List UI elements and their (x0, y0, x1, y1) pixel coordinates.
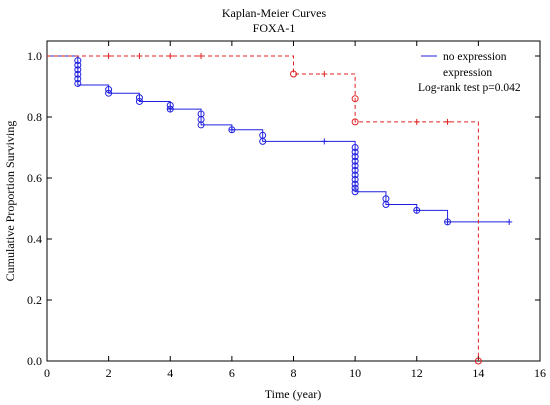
x-tick-label: 8 (291, 366, 297, 380)
chart-subtitle: FOXA-1 (253, 21, 296, 35)
survival-curve-expression (47, 55, 479, 361)
event-marker-no-expression (351, 171, 359, 179)
event-marker-no-expression (351, 176, 359, 184)
event-marker-no-expression (197, 110, 205, 118)
x-tick-label: 14 (472, 366, 484, 380)
series-layer (47, 53, 513, 365)
censor-marker-no-expression (506, 218, 513, 225)
event-marker-no-expression (351, 184, 359, 192)
y-axis-label: Cumulative Proportion Surviving (3, 121, 17, 282)
y-tick-label: 0.6 (27, 171, 42, 185)
x-tick-label: 12 (411, 366, 423, 380)
event-marker-no-expression (259, 137, 267, 145)
x-tick-label: 10 (349, 366, 361, 380)
y-tick-label: 0.0 (27, 354, 42, 368)
censor-marker-no-expression (321, 138, 328, 145)
event-marker-no-expression (74, 75, 82, 83)
x-tick-label: 2 (106, 366, 112, 380)
event-marker-expression (351, 95, 359, 103)
axis-ticks: 0 2 4 6 8 10 12 14 16 0.0 0.2 0.4 0.6 0.8 1.0 (27, 41, 546, 380)
censor-marker-expression (167, 53, 174, 59)
event-marker-no-expression (105, 86, 113, 94)
censor-marker-expression (105, 53, 112, 59)
event-marker-no-expression (351, 144, 359, 151)
x-tick-label: 0 (44, 366, 50, 380)
censor-marker-no-expression (167, 106, 174, 113)
event-marker-no-expression (351, 166, 359, 174)
event-marker-no-expression (105, 89, 113, 97)
event-marker-no-expression (74, 61, 82, 69)
event-marker-no-expression (351, 148, 359, 156)
censor-marker-expression (198, 53, 205, 59)
event-marker-no-expression (351, 153, 359, 161)
log-rank-annotation: Log-rank test p=0.042 (418, 82, 521, 94)
event-marker-no-expression (74, 79, 82, 87)
legend-label-no-expression: no expression (443, 51, 507, 63)
censor-marker-expression (136, 53, 143, 59)
chart-title: Kaplan-Meier Curves (222, 6, 327, 20)
censor-marker-expression (444, 118, 451, 125)
event-marker-no-expression (74, 57, 82, 65)
censor-marker-expression (413, 118, 420, 125)
legend-label-expression: expression (443, 67, 492, 79)
event-marker-no-expression (351, 157, 359, 165)
legend: no expression expression Log-rank test p… (418, 51, 521, 94)
x-tick-label: 16 (534, 366, 546, 380)
y-tick-label: 1.0 (27, 49, 42, 63)
event-marker-no-expression (74, 70, 82, 78)
event-marker-no-expression (135, 97, 143, 105)
event-marker-expression (290, 70, 297, 78)
x-tick-label: 4 (167, 366, 173, 380)
survival-curve-no-expression (47, 55, 510, 223)
event-marker-no-expression (351, 162, 359, 170)
event-marker-expression (474, 357, 482, 365)
censor-marker-no-expression (228, 126, 235, 133)
event-marker-no-expression (135, 94, 143, 102)
event-marker-expression (351, 118, 359, 126)
x-axis-label: Time (year) (265, 387, 322, 401)
y-tick-label: 0.4 (27, 232, 42, 246)
event-marker-no-expression (197, 121, 205, 129)
event-marker-no-expression (351, 188, 359, 196)
censor-marker-no-expression (413, 207, 420, 214)
event-marker-no-expression (351, 180, 359, 188)
event-marker-no-expression (74, 66, 82, 74)
y-tick-label: 0.8 (27, 110, 42, 124)
event-marker-no-expression (382, 201, 390, 209)
y-tick-label: 0.2 (27, 293, 42, 307)
censor-marker-no-expression (444, 218, 451, 225)
x-tick-label: 6 (229, 366, 235, 380)
censor-marker-expression (321, 70, 328, 77)
event-marker-no-expression (197, 115, 205, 123)
